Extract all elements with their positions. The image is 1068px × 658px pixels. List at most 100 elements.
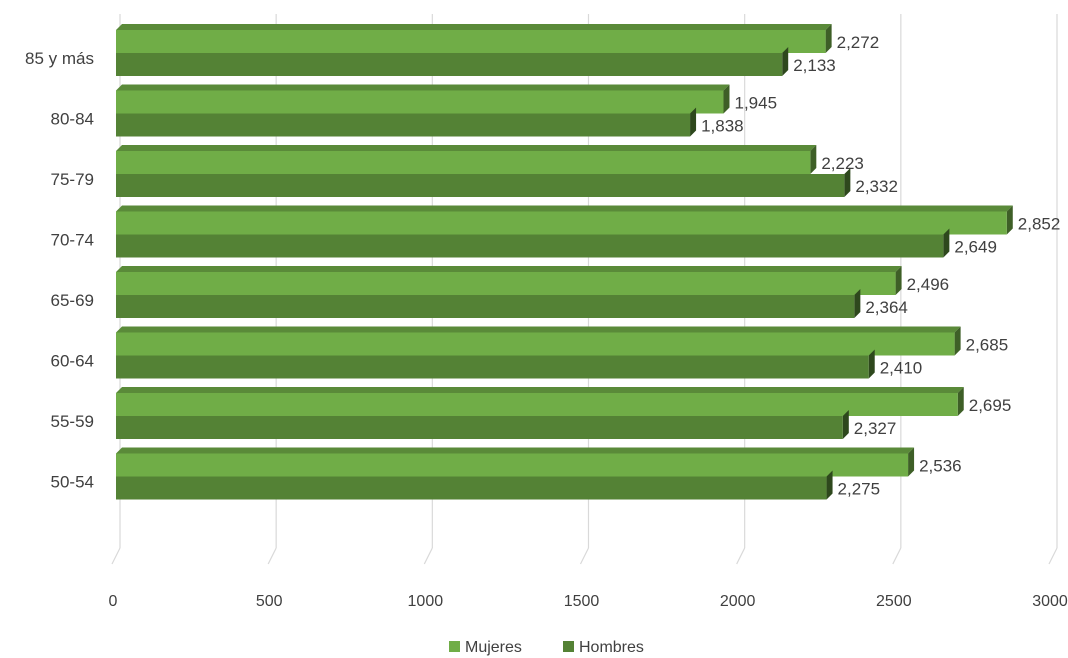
data-label: 2,223 [821, 154, 864, 173]
bar-top-face [116, 24, 832, 30]
gridline-base-500 [267, 547, 277, 565]
bar-front-face [116, 332, 955, 356]
bar-hombres [116, 228, 950, 258]
legend-swatch [449, 641, 460, 652]
data-label: 2,852 [1018, 215, 1061, 234]
bar-front-face [116, 53, 783, 76]
bar-side-face [826, 470, 833, 500]
bar-top-face [116, 205, 1013, 212]
data-label: 2,685 [966, 336, 1009, 355]
bar-front-face [116, 416, 843, 439]
bar-mujeres [116, 24, 832, 53]
bar-hombres [116, 470, 833, 500]
data-label: 2,327 [854, 419, 897, 438]
legend: Mujeres Hombres [449, 639, 644, 656]
bar-side-face [810, 145, 817, 174]
category-label: 60-64 [51, 352, 94, 371]
x-tick-label: 1000 [408, 593, 444, 610]
category-label: 55-59 [51, 412, 94, 431]
bar-hombres [116, 168, 851, 197]
gridline-base-0 [111, 547, 121, 565]
bar-hombres [116, 289, 861, 318]
bar-side-face [1006, 205, 1013, 235]
bar-front-face [116, 211, 1007, 235]
data-label: 2,536 [919, 457, 962, 476]
gridline-base-1500 [579, 547, 590, 565]
gridline-base-2500 [892, 547, 902, 565]
bar-side-face [844, 168, 851, 197]
bar-front-face [116, 295, 855, 318]
data-label: 1,838 [701, 117, 744, 136]
x-tick-label: 1500 [564, 593, 600, 610]
bar-side-face [723, 84, 730, 114]
bar-top-face [116, 326, 961, 333]
category-label: 65-69 [51, 291, 94, 310]
legend-label: Hombres [579, 639, 644, 656]
data-label: 2,272 [837, 33, 880, 52]
gridline-base-3000 [1048, 547, 1058, 565]
bar-side-face [954, 326, 961, 356]
category-label: 85 y más [25, 49, 94, 68]
bar-front-face [116, 476, 827, 500]
bar-mujeres [116, 205, 1013, 235]
data-label: 2,332 [855, 177, 898, 196]
bar-side-face [782, 47, 789, 76]
data-label: 2,695 [969, 396, 1012, 415]
bar-side-face [854, 289, 861, 318]
bar-top-face [116, 266, 902, 272]
category-label: 80-84 [51, 110, 94, 129]
gridline-base-1000 [423, 547, 433, 565]
legend-item-hombres: Hombres [563, 639, 644, 656]
bar-top-face [116, 84, 730, 91]
bar-front-face [116, 272, 896, 295]
bar-side-face [842, 410, 849, 439]
category-label: 50-54 [51, 473, 94, 492]
bar-hombres [116, 410, 849, 439]
bar-front-face [116, 234, 944, 258]
data-label: 2,410 [880, 359, 923, 378]
x-tick-label: 0 [109, 593, 118, 610]
bar-front-face [116, 174, 845, 197]
bar-top-face [116, 387, 964, 393]
data-label: 2,364 [865, 298, 908, 317]
bar-hombres [116, 349, 875, 379]
bar-mujeres [116, 447, 915, 477]
bar-mujeres [116, 266, 902, 295]
bar-hombres [116, 107, 697, 137]
data-label: 1,945 [734, 94, 777, 113]
bar-hombres [116, 47, 789, 76]
bar-side-face [868, 349, 875, 379]
bar-front-face [116, 151, 811, 174]
bar-front-face [116, 453, 909, 477]
bar-front-face [116, 393, 958, 416]
bar-front-face [116, 90, 724, 114]
bar-front-face [116, 355, 869, 379]
data-label: 2,133 [793, 56, 836, 75]
x-tick-label: 2500 [876, 593, 912, 610]
category-label: 70-74 [51, 231, 94, 250]
bar-mujeres [116, 326, 961, 356]
bar-mujeres [116, 145, 817, 174]
bar-side-face [908, 447, 915, 477]
bar-side-face [943, 228, 950, 258]
bar-front-face [116, 113, 691, 137]
category-label: 75-79 [51, 170, 94, 189]
bar-side-face [825, 24, 832, 53]
bar-top-face [116, 145, 817, 151]
bar-side-face [895, 266, 902, 295]
bar-top-face [116, 447, 915, 454]
bar-side-face [690, 107, 697, 137]
legend-item-mujeres: Mujeres [449, 639, 522, 656]
x-tick-label: 3000 [1032, 593, 1068, 610]
bar-front-face [116, 30, 826, 53]
legend-label: Mujeres [465, 639, 522, 656]
x-axis-ticks: 0 500 1000 1500 2000 2500 3000 [109, 593, 1068, 610]
bar-mujeres [116, 84, 730, 114]
data-label: 2,649 [954, 238, 997, 257]
legend-swatch [563, 641, 574, 652]
data-label: 2,275 [838, 480, 881, 499]
category-labels: 85 y más 80-84 75-79 70-74 65-69 60-64 55-59 50… [25, 49, 94, 492]
x-tick-label: 500 [256, 593, 283, 610]
